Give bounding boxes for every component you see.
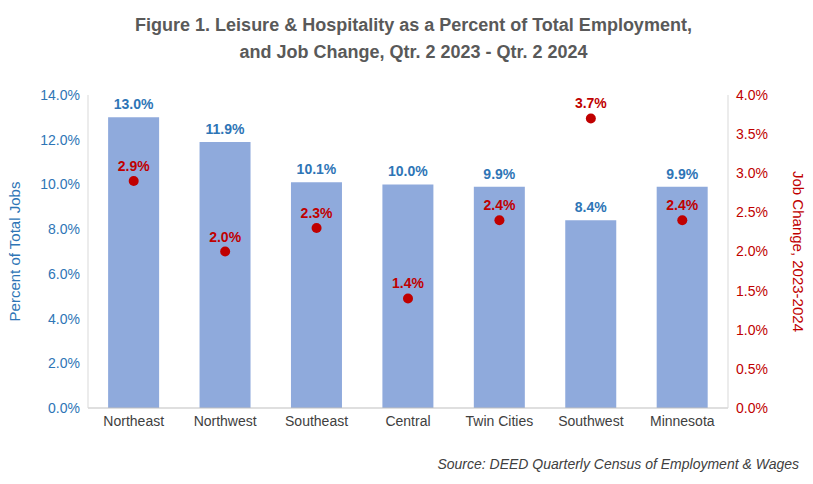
svg-text:Twin Cities: Twin Cities <box>466 413 534 429</box>
svg-text:Northwest: Northwest <box>194 413 257 429</box>
svg-text:6.0%: 6.0% <box>48 266 80 282</box>
svg-text:0.5%: 0.5% <box>736 361 768 377</box>
svg-text:12.0%: 12.0% <box>40 132 80 148</box>
svg-text:2.0%: 2.0% <box>736 243 768 259</box>
svg-text:14.0%: 14.0% <box>40 87 80 103</box>
svg-text:11.9%: 11.9% <box>206 121 245 137</box>
svg-text:3.0%: 3.0% <box>736 165 768 181</box>
svg-text:10.1%: 10.1% <box>297 161 337 177</box>
svg-text:Job Change, 2023-2024: Job Change, 2023-2024 <box>790 171 805 332</box>
svg-text:3.5%: 3.5% <box>736 126 768 142</box>
html-text:Figure 1. Leisure & Hospitalit: Figure 1. Leisure & Hospitality as a Per… <box>135 15 692 35</box>
svg-text:2.9%: 2.9% <box>118 158 150 174</box>
svg-text:2.4%: 2.4% <box>666 197 698 213</box>
svg-text:0.0%: 0.0% <box>736 400 768 416</box>
svg-text:Southeast: Southeast <box>285 413 348 429</box>
svg-text:Central: Central <box>385 413 430 429</box>
svg-text:Southwest: Southwest <box>558 413 623 429</box>
svg-text:2.0%: 2.0% <box>209 229 241 245</box>
svg-text:2.4%: 2.4% <box>483 197 515 213</box>
svg-text:Northeast: Northeast <box>103 413 164 429</box>
html-text:and Job Change, Qtr. 2 2023 -: and Job Change, Qtr. 2 2023 - Qtr. 2 202… <box>239 42 588 62</box>
svg-text:9.9%: 9.9% <box>483 166 515 182</box>
svg-text:8.4%: 8.4% <box>575 199 607 215</box>
svg-text:1.0%: 1.0% <box>736 322 768 338</box>
svg-text:13.0%: 13.0% <box>114 96 154 112</box>
svg-text:2.3%: 2.3% <box>301 205 333 221</box>
svg-text:2.0%: 2.0% <box>48 355 80 371</box>
svg-text:1.4%: 1.4% <box>392 275 424 291</box>
svg-text:4.0%: 4.0% <box>736 87 768 103</box>
svg-text:1.5%: 1.5% <box>736 283 768 299</box>
svg-text:2.5%: 2.5% <box>736 204 768 220</box>
svg-text:10.0%: 10.0% <box>40 176 80 192</box>
svg-text:4.0%: 4.0% <box>48 311 80 327</box>
svg-text:9.9%: 9.9% <box>666 166 698 182</box>
svg-text:Minnesota: Minnesota <box>650 413 715 429</box>
svg-text:0.0%: 0.0% <box>48 400 80 416</box>
html-text:Source: DEED Quarterly Census: Source: DEED Quarterly Census of Employm… <box>437 456 799 472</box>
svg-text:8.0%: 8.0% <box>48 221 80 237</box>
svg-text:3.7%: 3.7% <box>575 95 607 111</box>
svg-text:10.0%: 10.0% <box>388 163 428 179</box>
svg-text:Percent of Total Jobs: Percent of Total Jobs <box>8 182 23 322</box>
